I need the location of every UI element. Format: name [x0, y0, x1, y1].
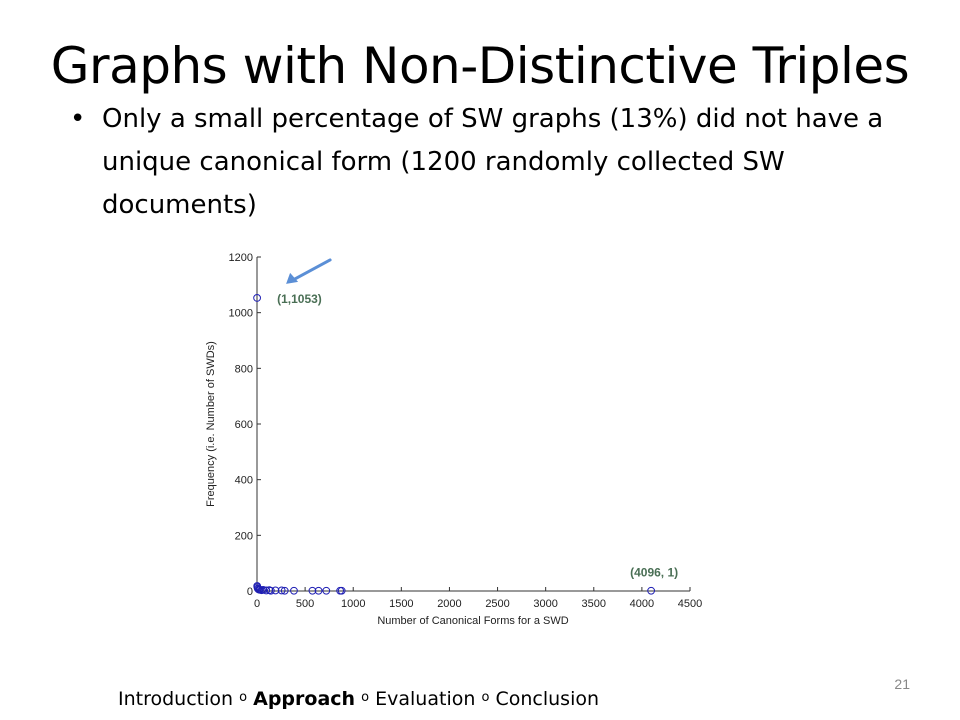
x-tick-label: 1500	[389, 598, 413, 610]
footer-item-introduction: Introduction	[118, 688, 234, 710]
x-tick-label: 4500	[678, 598, 702, 610]
x-tick-label: 0	[254, 598, 260, 610]
data-point	[266, 586, 275, 595]
data-point	[271, 586, 280, 595]
data-point	[322, 586, 331, 595]
y-tick-label: 400	[235, 475, 253, 487]
bullet-marker: •	[70, 104, 86, 134]
data-point	[314, 586, 323, 595]
footer-separator: o	[239, 690, 248, 705]
data-points	[253, 294, 656, 595]
y-axis-label: Frequency (i.e. Number of SWDs)	[205, 341, 217, 507]
bullet-text: Only a small percentage of SW graphs (13…	[102, 104, 884, 220]
data-point	[277, 586, 286, 595]
footer-separator: o	[481, 690, 490, 705]
axes: 0 500 1000 1500 2000 2500 3000 3500 4000 4500 0 200…	[229, 252, 703, 610]
x-tick-label: 3500	[582, 598, 606, 610]
x-tick-label: 2000	[437, 598, 461, 610]
arrow-head-icon	[286, 272, 299, 284]
annotation-label: (1,1053)	[277, 292, 322, 306]
y-tick-label: 600	[235, 419, 253, 431]
x-tick-label: 4000	[630, 598, 654, 610]
page-number: 21	[894, 676, 910, 692]
data-point	[337, 586, 346, 595]
data-point	[280, 586, 289, 595]
data-point	[308, 586, 317, 595]
footer-separator: o	[361, 690, 370, 705]
x-tick-label: 500	[296, 598, 314, 610]
footer-item-conclusion: Conclusion	[495, 688, 600, 710]
data-point	[262, 586, 271, 595]
data-point	[259, 585, 268, 594]
data-point	[253, 584, 262, 593]
footer-item-approach: Approach	[253, 688, 356, 710]
scatter-chart: 0 500 1000 1500 2000 2500 3000 3500 4000 4500 0 200…	[205, 252, 703, 627]
annotation-label: (4096, 1)	[630, 566, 678, 580]
footer-item-evaluation: Evaluation	[375, 688, 476, 710]
x-axis-label: Number of Canonical Forms for a SWD	[377, 615, 568, 627]
y-tick-label: 800	[235, 363, 253, 375]
annotations: (1,1053) (4096, 1)	[277, 258, 678, 580]
arrow-icon	[291, 258, 332, 282]
y-tick-label: 200	[235, 530, 253, 542]
x-tick-label: 1000	[341, 598, 365, 610]
y-tick-label: 1000	[229, 308, 253, 320]
x-tick-label: 3000	[533, 598, 557, 610]
bullet-point: • Only a small percentage of SW graphs (…	[70, 98, 900, 227]
y-tick-label: 1200	[229, 252, 253, 264]
data-point	[647, 586, 656, 595]
slide-title: Graphs with Non-Distinctive Triples	[50, 37, 910, 95]
y-tick-label: 0	[247, 586, 253, 598]
data-point	[253, 294, 261, 302]
data-point	[290, 586, 298, 595]
footer-navigation: Introduction o Approach o Evaluation o C…	[118, 686, 599, 711]
x-tick-label: 2500	[485, 598, 509, 610]
